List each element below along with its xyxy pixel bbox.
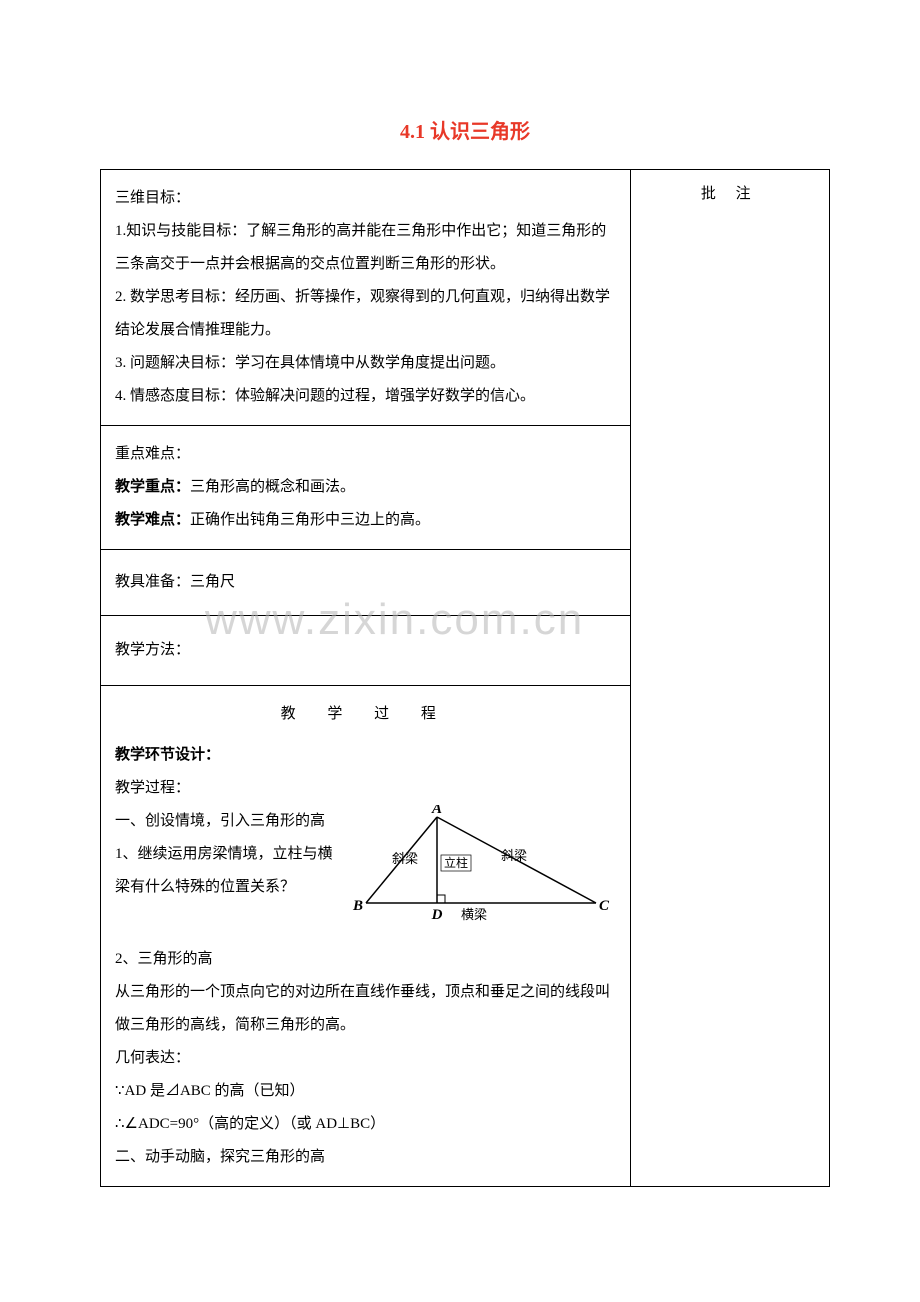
- label-xieliang-left: 斜梁: [392, 851, 418, 866]
- right-angle-marker: [437, 895, 445, 903]
- difficulty-label: 教学难点：: [115, 512, 190, 528]
- label-C: C: [599, 898, 610, 914]
- process-p7: ∵AD 是⊿ABC 的高（已知）: [115, 1075, 616, 1108]
- process-p8: ∴∠ADC=90°（高的定义）（或 AD⊥BC）: [115, 1108, 616, 1141]
- label-xieliang-right: 斜梁: [501, 848, 527, 863]
- label-A: A: [431, 805, 442, 817]
- keypoints-heading: 重点难点：: [115, 438, 616, 471]
- methods-cell: 教学方法：: [101, 616, 631, 686]
- materials-cell: 教具准备：三角尺: [101, 550, 631, 616]
- label-B: B: [352, 898, 363, 914]
- objectives-heading: 三维目标：: [115, 182, 616, 215]
- difficulty-line: 教学难点：正确作出钝角三角形中三边上的高。: [115, 504, 616, 537]
- keypoints-cell: 重点难点： 教学重点：三角形高的概念和画法。 教学难点：正确作出钝角三角形中三边…: [101, 426, 631, 550]
- objective-4: 4. 情感态度目标：体验解决问题的过程，增强学好数学的信心。: [115, 380, 616, 413]
- process-p6: 几何表达：: [115, 1042, 616, 1075]
- methods-text: 教学方法：: [115, 642, 190, 658]
- notes-label: 批 注: [701, 186, 759, 202]
- process-main-heading: 教 学 过 程: [115, 698, 616, 731]
- page-title: 4.1 认识三角形: [100, 115, 830, 144]
- process-p4: 2、三角形的高: [115, 943, 616, 976]
- notes-header-cell: 批 注: [631, 170, 829, 426]
- process-sub-heading: 教学环节设计：: [115, 739, 616, 772]
- label-hengliang: 横梁: [461, 907, 487, 922]
- triangle-diagram: A B C D 斜梁 斜梁 立柱 横梁: [346, 805, 616, 935]
- lesson-table: 三维目标： 1.知识与技能目标：了解三角形的高并能在三角形中作出它；知道三角形的…: [100, 169, 830, 1187]
- objectives-cell: 三维目标： 1.知识与技能目标：了解三角形的高并能在三角形中作出它；知道三角形的…: [101, 170, 631, 426]
- label-lizhu: 立柱: [444, 855, 468, 870]
- objective-2: 2. 数学思考目标：经历画、折等操作，观察得到的几何直观，归纳得出数学结论发展合…: [115, 281, 616, 347]
- key-point-text: 三角形高的概念和画法。: [190, 479, 355, 495]
- label-D: D: [430, 907, 442, 923]
- objective-3: 3. 问题解决目标：学习在具体情境中从数学角度提出问题。: [115, 347, 616, 380]
- process-cell: 教 学 过 程 教学环节设计： 教学过程： A: [101, 686, 631, 1186]
- key-point-label: 教学重点：: [115, 479, 190, 495]
- objective-1: 1.知识与技能目标：了解三角形的高并能在三角形中作出它；知道三角形的三条高交于一…: [115, 215, 616, 281]
- process-p5: 从三角形的一个顶点向它的对边所在直线作垂线，顶点和垂足之间的线段叫做三角形的高线…: [115, 976, 616, 1042]
- triangle-svg: A B C D 斜梁 斜梁 立柱 横梁: [346, 805, 616, 935]
- key-point-line: 教学重点：三角形高的概念和画法。: [115, 471, 616, 504]
- process-p9: 二、动手动脑，探究三角形的高: [115, 1141, 616, 1174]
- materials-text: 教具准备：三角尺: [115, 574, 235, 590]
- process-p1: 教学过程：: [115, 772, 616, 805]
- difficulty-text: 正确作出钝角三角形中三边上的高。: [190, 512, 430, 528]
